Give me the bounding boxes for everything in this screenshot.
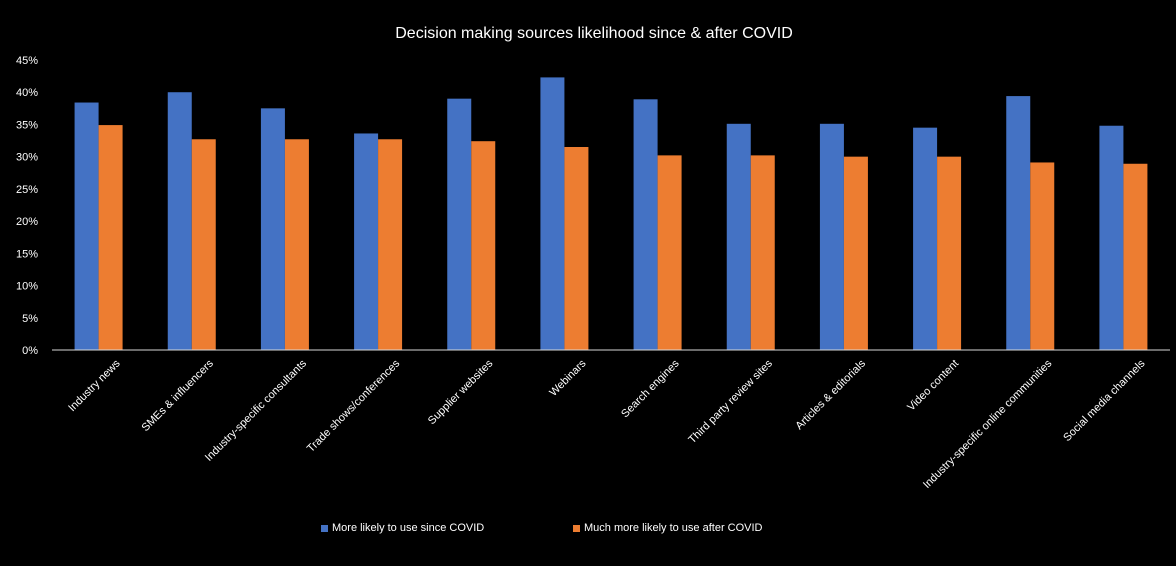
bar-after-covid <box>1123 163 1148 350</box>
x-tick-label: Social media channels <box>1061 357 1148 444</box>
bar-since-covid <box>74 102 99 351</box>
bar-since-covid <box>1006 96 1031 350</box>
legend-item-since-covid: More likely to use since COVID <box>321 522 484 534</box>
x-tick-label: Industry-specific consultants <box>203 357 310 464</box>
bar-after-covid <box>191 139 216 350</box>
x-tick-label: Industry news <box>66 357 123 414</box>
bars <box>74 77 1148 351</box>
y-tick-label: 40% <box>16 87 38 99</box>
y-tick-label: 20% <box>16 216 38 228</box>
legend: More likely to use since COVID Much more… <box>0 522 1176 542</box>
x-axis-labels: Industry news SMEs & influencersIndustry-… <box>66 357 1148 491</box>
bar-since-covid <box>913 127 938 351</box>
legend-label-since-covid: More likely to use since COVID <box>332 522 485 534</box>
y-tick-label: 35% <box>16 119 38 131</box>
y-tick-label: 45% <box>16 55 38 67</box>
legend-item-after-covid: Much more likely to use after COVID <box>573 522 763 534</box>
y-tick-label: 15% <box>16 248 38 260</box>
bar-since-covid <box>167 92 192 350</box>
y-tick-label: 25% <box>16 184 38 196</box>
legend-label-after-covid: Much more likely to use after COVID <box>584 522 763 534</box>
bar-after-covid <box>378 139 403 350</box>
bar-since-covid <box>447 98 472 351</box>
x-tick-label: Video content <box>905 358 961 414</box>
x-tick-label: Search engines <box>619 357 682 420</box>
bar-since-covid <box>633 99 658 350</box>
bar-since-covid <box>354 133 379 350</box>
x-tick-label: Webinars <box>547 357 589 399</box>
y-tick-label: 5% <box>22 313 38 325</box>
legend-swatch-orange <box>573 524 580 532</box>
bar-after-covid <box>1030 162 1055 350</box>
bar-after-covid <box>471 141 496 350</box>
legend-swatch-blue <box>321 524 328 532</box>
bar-after-covid <box>750 155 775 350</box>
chart-title: Decision making sources likelihood since… <box>395 25 793 42</box>
bar-after-covid <box>98 125 123 350</box>
bar-since-covid <box>260 108 285 350</box>
x-tick-label: Supplier websites <box>426 357 496 427</box>
x-tick-label: Articles & editorials <box>793 357 868 432</box>
bar-since-covid <box>726 123 751 350</box>
y-tick-label: 0% <box>22 345 38 357</box>
bar-after-covid <box>564 147 589 350</box>
x-tick-label: Trade shows/conferences <box>305 357 403 455</box>
y-tick-label: 30% <box>16 152 38 164</box>
bar-after-covid <box>657 155 682 350</box>
y-axis-ticks: 0% 5% 10% 15% 20% 25% 30% 35% 40% 45% <box>16 55 38 357</box>
bar-after-covid <box>843 156 868 350</box>
bar-since-covid <box>540 77 565 351</box>
y-tick-label: 10% <box>16 281 38 293</box>
bar-after-covid <box>937 156 962 350</box>
x-tick-label: SMEs & influencers <box>140 357 217 434</box>
bar-since-covid <box>819 123 844 350</box>
bar-after-covid <box>284 139 309 350</box>
bar-since-covid <box>1099 125 1124 350</box>
x-tick-label: Third party review sites <box>686 357 775 446</box>
